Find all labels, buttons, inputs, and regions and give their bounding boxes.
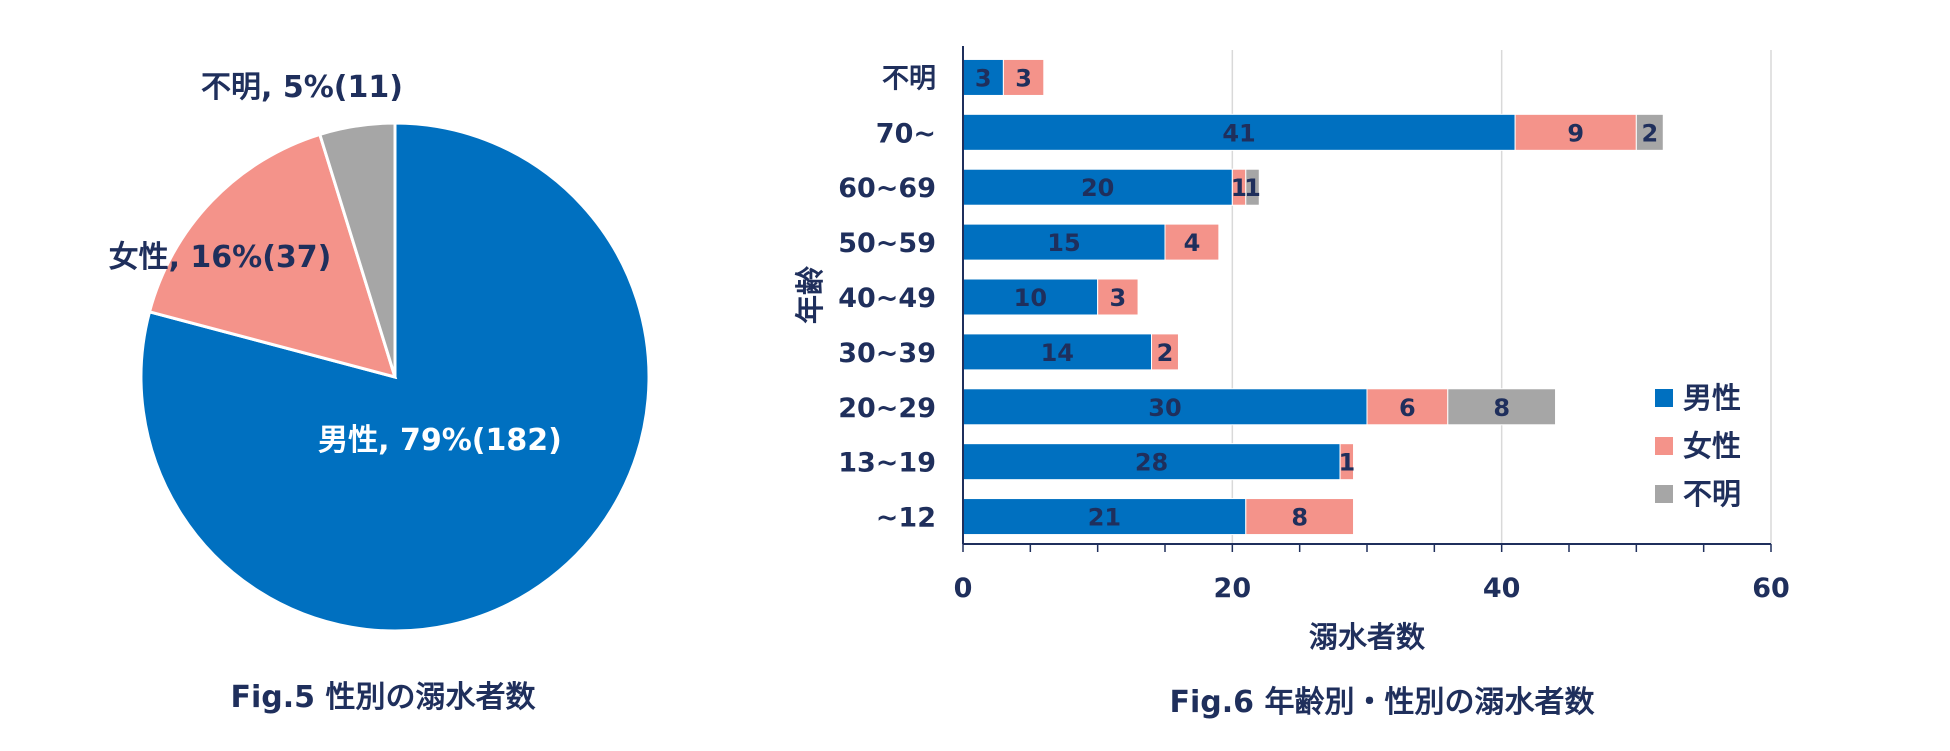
bar-segment-female: [1514, 113, 1637, 151]
pie-slice-male: [139, 121, 651, 633]
bar-data-label: 30: [1148, 394, 1181, 422]
category-label: 40~49: [838, 283, 936, 314]
bar-data-label: 6: [1399, 394, 1416, 422]
x-axis-title: 溺水者数: [1309, 620, 1426, 654]
bar-data-label: 1: [1231, 174, 1248, 202]
pie-slice-female: [147, 132, 398, 380]
bar-caption: Fig.6 年齢別・性別の溺水者数: [1170, 685, 1596, 720]
x-tick-label: 60: [1752, 573, 1790, 604]
legend-swatch-unknown: [1655, 485, 1673, 503]
legend-swatch-male: [1655, 389, 1673, 407]
pie-label-male: 男性, 79%(182): [318, 423, 562, 458]
pie-chart-sex: 男性, 79%(182) 女性, 16%(37) 不明, 5%(11): [109, 70, 651, 633]
bar-segment-male: [962, 498, 1247, 536]
legend-label-female: 女性: [1683, 429, 1741, 463]
legend-label-male: 男性: [1683, 381, 1741, 415]
bar-segment-female: [1097, 278, 1139, 316]
bar-data-label: 9: [1567, 119, 1584, 147]
bar-data-label: 28: [1135, 449, 1168, 477]
bar-segment-unknown: [1245, 168, 1260, 206]
bar-segment-unknown: [1447, 388, 1557, 426]
bar-segment-female: [1366, 388, 1449, 426]
bar-data-label: 15: [1047, 229, 1080, 257]
bar-segment-female: [1245, 498, 1355, 536]
x-tick-label: 40: [1483, 573, 1521, 604]
pie-caption: Fig.5 性別の溺水者数: [231, 680, 537, 715]
bar-data-label: 3: [975, 64, 992, 92]
bar-data-label: 1: [1338, 449, 1355, 477]
bar-data-label: 14: [1041, 339, 1074, 367]
bar-segment-female: [1164, 223, 1220, 261]
category-label: 30~39: [838, 338, 936, 369]
x-tick-label: 20: [1214, 573, 1252, 604]
bar-data-label: 8: [1291, 504, 1308, 532]
category-label: 20~29: [838, 393, 936, 424]
category-label: ~12: [876, 503, 936, 534]
bar-data-label: 10: [1014, 284, 1047, 312]
category-label: 50~59: [838, 228, 936, 259]
bar-segment-male: [962, 278, 1099, 316]
category-label: 70~: [876, 118, 936, 149]
pie-label-unknown: 不明, 5%(11): [201, 70, 403, 105]
y-axis-title: 年齢: [793, 265, 827, 324]
bar-data-label: 8: [1493, 394, 1510, 422]
pie-label-female: 女性, 16%(37): [109, 240, 332, 275]
bar-data-label: 2: [1641, 119, 1658, 147]
category-label: 13~19: [838, 448, 936, 479]
bar-data-label: 3: [1015, 64, 1032, 92]
category-label: 不明: [882, 63, 936, 94]
bar-segment-male: [962, 58, 1004, 96]
bar-data-label: 4: [1184, 229, 1201, 257]
category-label: 60~69: [838, 173, 936, 204]
bar-segment-unknown: [1635, 113, 1664, 151]
bar-segment-female: [1002, 58, 1045, 96]
bar-segment-female: [1151, 333, 1179, 371]
bar-data-label: 41: [1222, 119, 1255, 147]
bar-data-label: 2: [1157, 339, 1174, 367]
pie-slice-unknown: [317, 121, 397, 378]
bar-data-label: 1: [1244, 174, 1261, 202]
bar-segment-male: [962, 443, 1341, 481]
legend-swatch-female: [1655, 437, 1673, 455]
bar-data-label: 21: [1088, 504, 1121, 532]
bar-data-label: 20: [1081, 174, 1114, 202]
bar-segment-female: [1339, 443, 1355, 481]
bar-data-label: 3: [1110, 284, 1127, 312]
legend-label-unknown: 不明: [1683, 477, 1741, 511]
x-tick-label: 0: [954, 573, 973, 604]
